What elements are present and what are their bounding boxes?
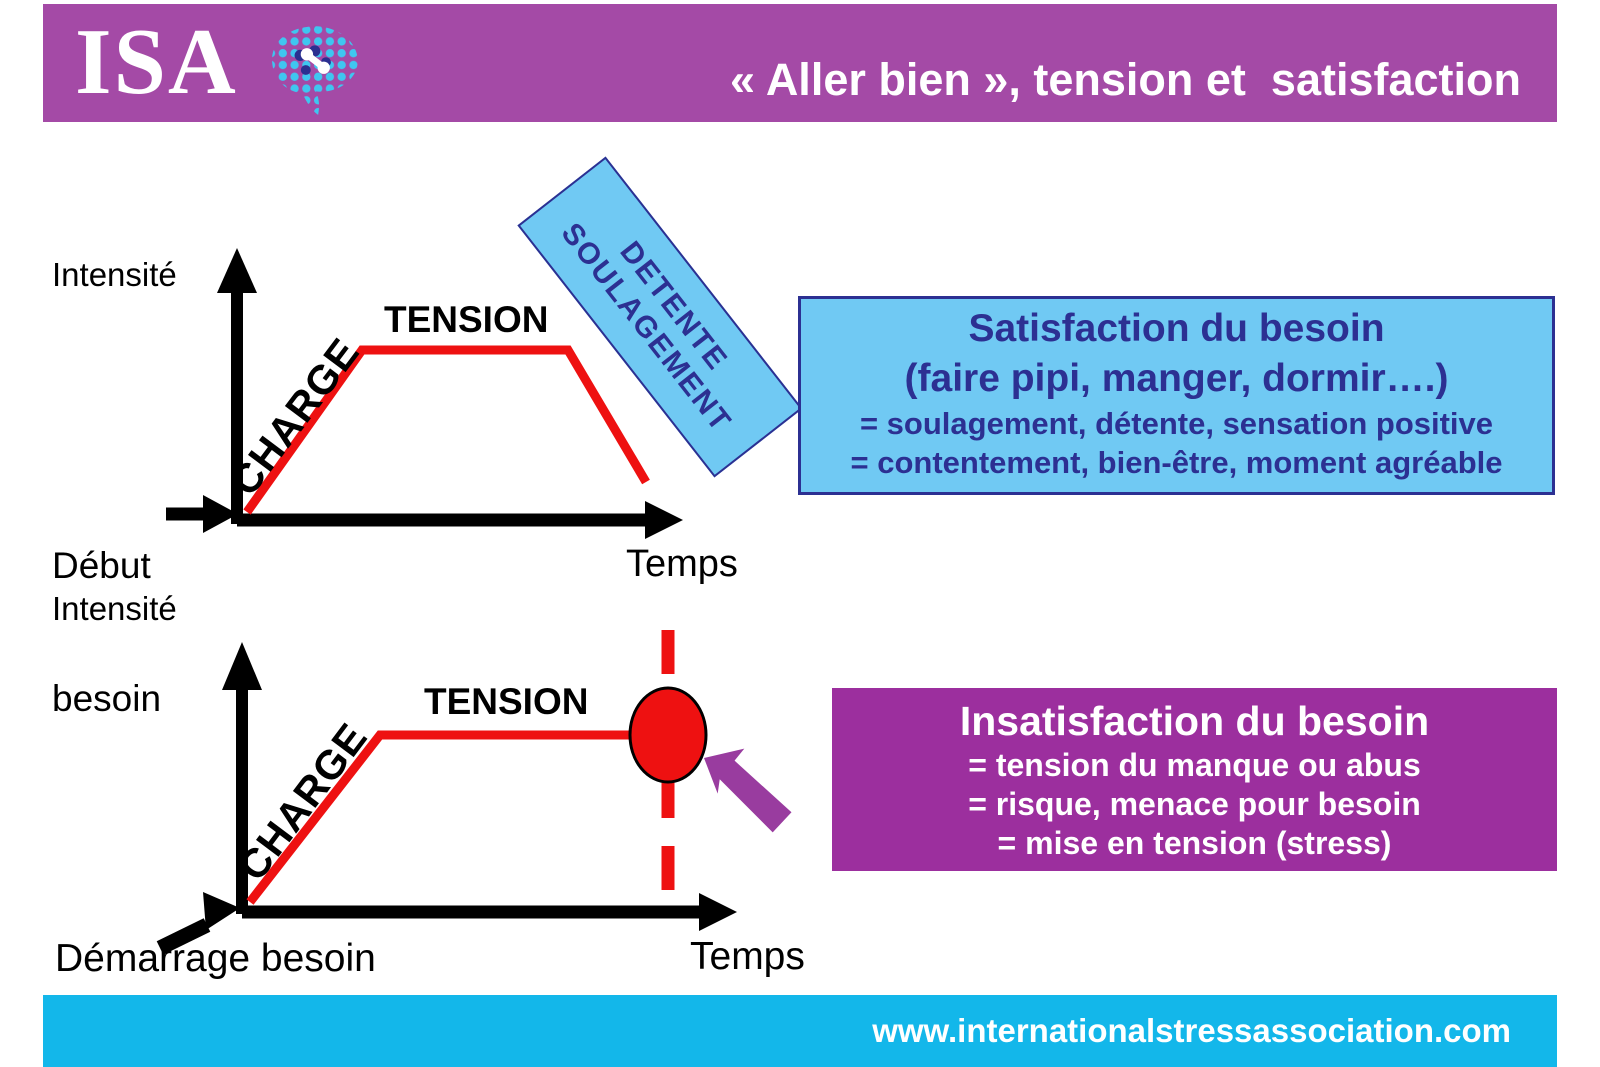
graph2-axes xyxy=(222,642,737,931)
slide-title: « Aller bien », tension et satisfaction xyxy=(729,54,1521,105)
blocked-need-dot xyxy=(628,686,708,784)
satisfaction-line1: = soulagement, détente, sensation positi… xyxy=(859,405,1494,441)
insatisfaction-line1: = tension du manque ou abus xyxy=(968,747,1421,784)
graph1-need-curve xyxy=(243,345,650,515)
brain-dots-icon xyxy=(272,26,358,115)
graph2-x-axis-label: Temps xyxy=(690,935,805,978)
header-bar: ISA « Aller bien », tension et satisfact… xyxy=(43,4,1557,122)
graph2-tension-label: TENSION xyxy=(424,681,589,722)
graph1-x-axis-label: Temps xyxy=(626,543,738,585)
graph2-origin-arrow xyxy=(156,892,240,955)
isa-logo: ISA xyxy=(75,10,238,114)
graph1-origin-arrowhead xyxy=(203,495,238,533)
graph1-origin-label-line2: besoin xyxy=(52,677,162,719)
satisfaction-line2: = contentement, bien-être, moment agréab… xyxy=(850,444,1503,480)
graph1-y-axis-label: Intensité xyxy=(52,256,177,293)
insatisfaction-line3: = mise en tension (stress) xyxy=(997,825,1392,862)
footer-url: www.internationalstressassociation.com xyxy=(872,1012,1511,1049)
graph2-origin-arrow-shaft xyxy=(156,918,211,955)
purple-pointer-arrow xyxy=(704,748,792,833)
graph1-axes xyxy=(217,248,683,539)
graph1-origin-arrow xyxy=(166,495,238,533)
graph2-origin-arrowhead xyxy=(203,892,240,930)
graph2-y-axis-label: Intensité xyxy=(52,590,177,627)
graph1-origin-label-line1: Début xyxy=(52,544,151,586)
satisfaction-box: Satisfaction du besoin (faire pipi, mang… xyxy=(798,296,1555,495)
graph2-y-arrowhead xyxy=(222,642,262,690)
graph1-y-arrowhead xyxy=(217,248,257,293)
graph1-tension-label: TENSION xyxy=(384,299,549,340)
satisfaction-title: Satisfaction du besoin xyxy=(968,307,1385,350)
satisfaction-subtitle: (faire pipi, manger, dormir….) xyxy=(904,356,1449,400)
graph2-need-curve xyxy=(246,730,655,905)
brain-silhouette xyxy=(272,26,358,115)
insatisfaction-line2: = risque, menace pour besoin xyxy=(968,786,1421,823)
graph1-origin-label: Début besoin xyxy=(52,455,161,810)
footer-bar: www.internationalstressassociation.com xyxy=(43,995,1557,1067)
graph2-x-arrowhead xyxy=(699,893,737,931)
brain-dumbbell xyxy=(300,48,330,74)
graph2-origin-label: Démarrage besoin xyxy=(55,937,376,980)
graph1-x-arrowhead xyxy=(645,501,683,539)
insatisfaction-box: Insatisfaction du besoin = tension du ma… xyxy=(832,688,1557,871)
insatisfaction-title: Insatisfaction du besoin xyxy=(959,698,1430,744)
